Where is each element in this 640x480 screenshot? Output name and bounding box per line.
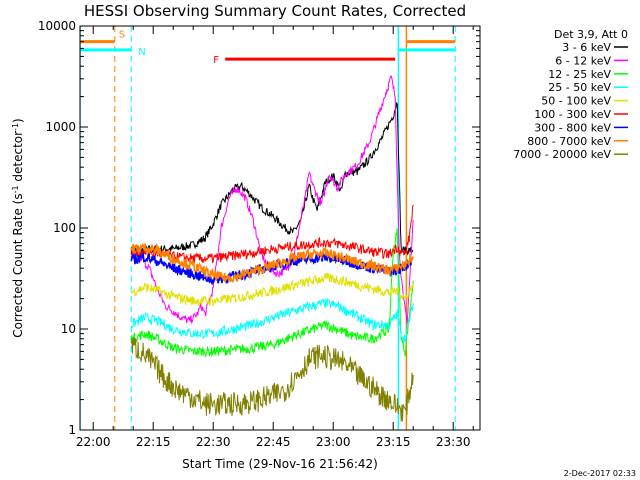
x-tick-label: 23:30 (436, 435, 471, 449)
x-tick-label: 23:15 (376, 435, 411, 449)
series-line-3 (130, 228, 414, 358)
y-tick-label: 10 (61, 322, 76, 336)
x-axis-label: Start Time (29-Nov-16 21:56:42) (182, 457, 378, 471)
y-tick-label: 100 (53, 221, 76, 235)
flag-label-s: S (119, 30, 125, 41)
x-tick-label: 22:15 (136, 435, 171, 449)
legend-label: 7000 - 20000 keV (513, 148, 611, 161)
legend-title: Det 3,9, Att 0 (554, 28, 628, 41)
series-line-4 (130, 297, 414, 343)
series-line-5 (130, 272, 414, 308)
legend-label: 300 - 800 keV (534, 121, 611, 134)
series-line-2 (130, 75, 414, 325)
x-tick-label: 23:00 (316, 435, 351, 449)
legend-label: 12 - 25 keV (548, 68, 611, 81)
series-line-7 (130, 251, 414, 286)
series-line-6 (130, 204, 414, 264)
chart-title: HESSI Observing Summary Count Rates, Cor… (84, 2, 466, 20)
legend-label: 100 - 300 keV (534, 108, 611, 121)
series-line-1 (130, 102, 414, 256)
flag-label-n: N (138, 47, 145, 58)
legend-label: 6 - 12 keV (555, 54, 611, 67)
x-tick-label: 22:00 (76, 435, 111, 449)
y-tick-label: 10000 (38, 19, 76, 33)
axes: S N F 1 10 100 1000 10000 22:00 22:15 22:30 22:45 23… (38, 19, 481, 449)
legend-label: 50 - 100 keV (541, 95, 611, 108)
legend-label: 800 - 7000 keV (527, 135, 611, 148)
legend-label: 3 - 6 keV (562, 41, 611, 54)
plot-frame (79, 25, 481, 431)
plot-area (80, 26, 456, 430)
series-line-9 (130, 336, 414, 422)
x-tick-label: 22:30 (196, 435, 231, 449)
x-tick-label: 22:45 (256, 435, 291, 449)
series-line-8 (130, 242, 414, 283)
footer-date: 2-Dec-2017 02:33 (564, 469, 636, 478)
legend-label: 25 - 50 keV (548, 81, 611, 94)
y-tick-label: 1 (68, 423, 76, 437)
flag-label-f: F (213, 55, 219, 66)
y-tick-label: 1000 (45, 120, 76, 134)
y-axis-label: Corrected Count Rate (s-1 detector-1) (11, 118, 26, 337)
